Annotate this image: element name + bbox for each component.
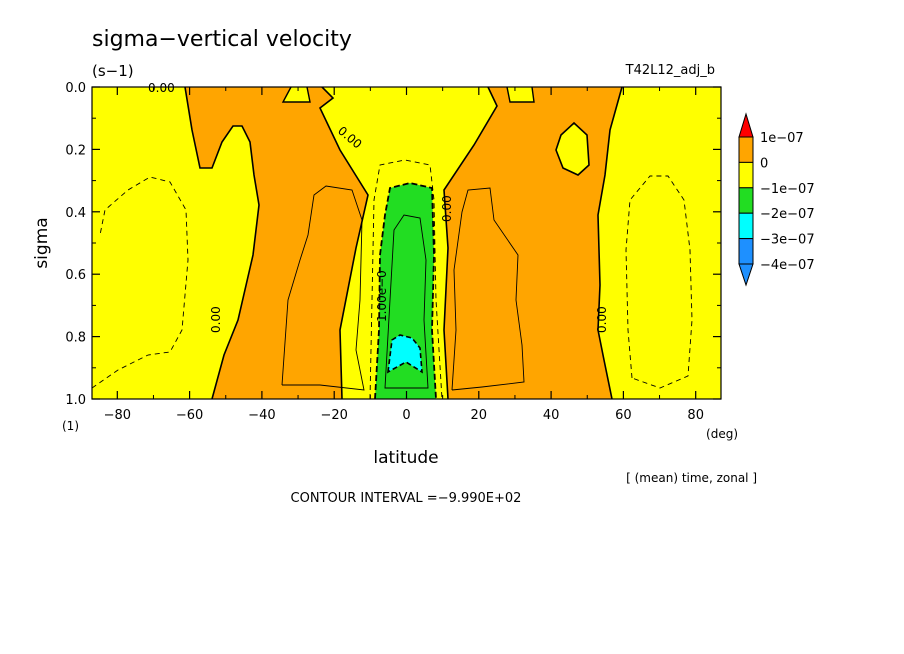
averaging-note: [ (mean) time, zonal ]: [626, 471, 757, 485]
colorbar-label: 0: [760, 156, 768, 171]
negative-contour-equator: [369, 159, 443, 399]
colorbar-segment: [738, 212, 754, 240]
units-label: (s−1): [92, 62, 134, 80]
x-tick-label: 60: [615, 408, 632, 423]
x-tick-label: 0: [402, 408, 410, 423]
colorbar-label: −4e−07: [760, 258, 815, 273]
zero-contour-hole: [555, 121, 590, 176]
run-label: T42L12_adj_b: [625, 63, 715, 78]
x-tick-label: 20: [471, 408, 488, 423]
negative-contour-cyan: [387, 334, 423, 374]
y-axis: 0.0 0.2 0.4 0.6 0.8 1.0: [65, 81, 721, 408]
positive-contour-south: [281, 185, 365, 391]
y-tick-label: 0.8: [65, 331, 86, 346]
colorbar-label: 1e−07: [760, 131, 804, 146]
contour-label: 0.00: [148, 81, 175, 95]
zero-contour-cap-south: [281, 87, 311, 103]
colorbar-label: −2e−07: [760, 207, 815, 222]
zero-contour-south-inner: [318, 87, 369, 399]
negative-core-2: [388, 335, 422, 372]
x-tick-label: 40: [543, 408, 560, 423]
contour-fills: [185, 87, 622, 399]
chart-title: sigma−vertical velocity: [92, 27, 352, 52]
x-axis-title: latitude: [373, 448, 438, 468]
contour-label: 1.00e−0: [375, 270, 389, 322]
negative-contour-inner: [384, 214, 429, 389]
zero-contour-north-inner: [443, 87, 498, 399]
x-tick-label: −20: [320, 408, 347, 423]
near-zero-pocket: [556, 123, 589, 175]
negative-contour-west: [92, 176, 189, 389]
positive-region-south: [185, 87, 368, 399]
y-tick-label: 0.6: [65, 268, 86, 283]
colorbar-label: −1e−07: [760, 182, 815, 197]
colorbar-segment: [738, 136, 754, 163]
y-tick-label: 0.0: [65, 81, 86, 96]
colorbar-segment: [738, 161, 754, 189]
colorbar-bottom-arrow: [738, 263, 754, 287]
positive-contour-north: [451, 187, 525, 391]
colorbar: 1e−07 0 −1e−07 −2e−07 −3e−07 −4e−07: [738, 112, 815, 287]
zero-contour-south: [184, 87, 260, 399]
contour-label: 0.00: [440, 195, 454, 222]
contour-label: 0.00: [595, 306, 609, 333]
negative-core-1: [375, 183, 436, 399]
x-tick-label: −60: [176, 408, 203, 423]
y-tick-label: 1.0: [65, 393, 86, 408]
colorbar-label: −3e−07: [760, 233, 815, 248]
x-tick-label: −40: [248, 408, 275, 423]
y-tick-label: 0.2: [65, 143, 86, 158]
zero-contour-cap-north: [506, 87, 535, 103]
x-tick-label: −80: [104, 408, 131, 423]
colorbar-top-arrow: [738, 112, 754, 138]
x-axis-units: (deg): [706, 427, 738, 441]
contour-lines: [92, 87, 693, 399]
colorbar-segment: [738, 238, 754, 265]
contour-label: 0.00: [209, 306, 223, 333]
colorbar-segment: [738, 187, 754, 214]
y-axis-title: sigma: [32, 217, 52, 268]
x-tick-label: 80: [687, 408, 704, 423]
contour-interval: CONTOUR INTERVAL =−9.990E+02: [291, 491, 522, 506]
y-tick-label: 0.4: [65, 206, 86, 221]
y-axis-units: (1): [62, 419, 79, 433]
zero-contour-north: [597, 87, 623, 399]
x-axis: −80 −60 −40 −20 0 20 40 60 80: [104, 87, 704, 423]
